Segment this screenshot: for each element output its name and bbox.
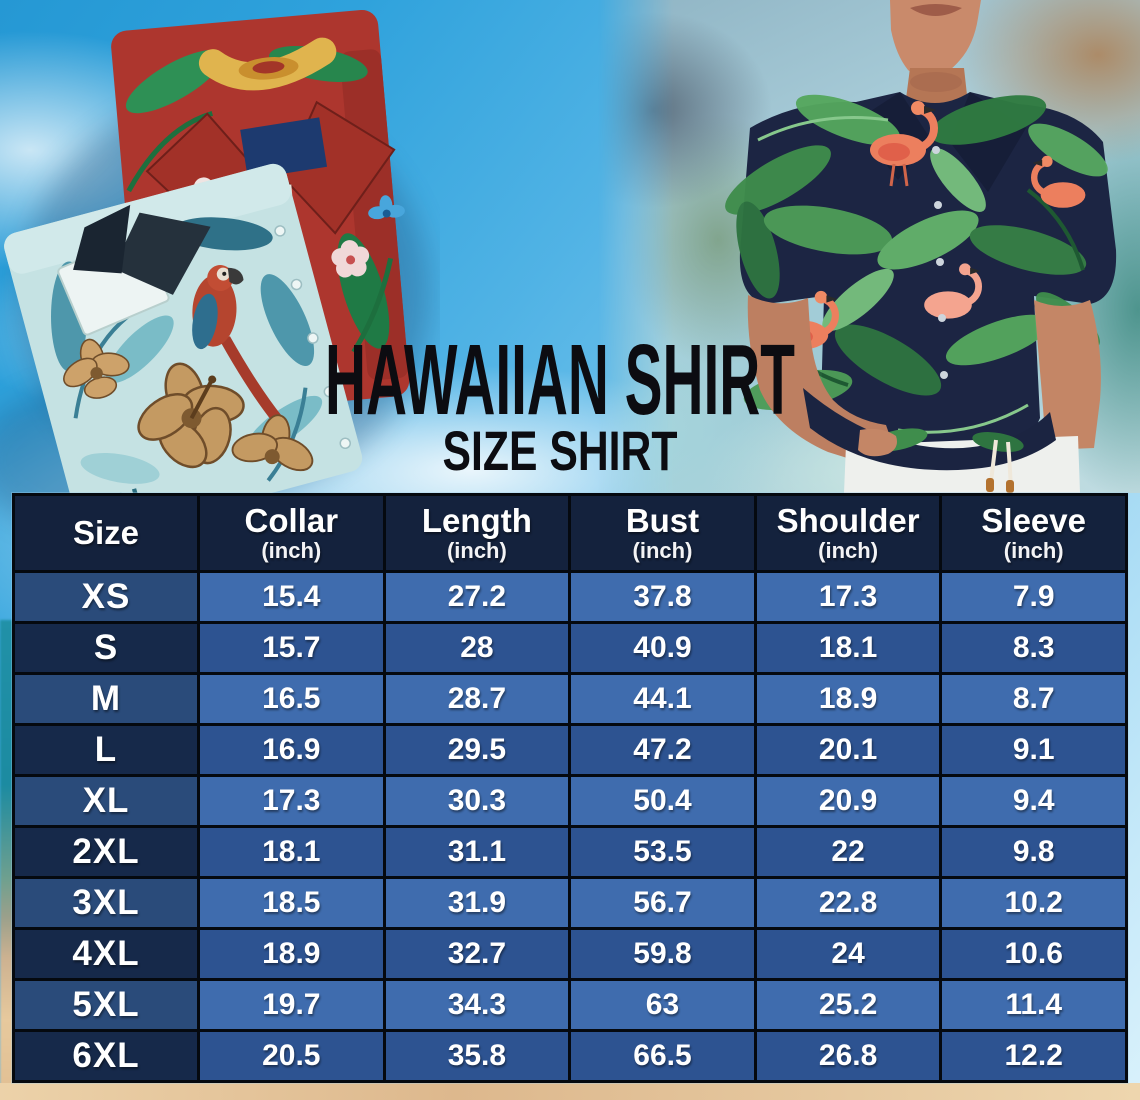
- value-cell: 9.1: [942, 726, 1125, 774]
- page-title: HAWAIIAN SHIRT: [325, 324, 795, 436]
- size-label-5xl: 5XL: [15, 981, 197, 1029]
- value-cell: 18.1: [200, 828, 383, 876]
- folded-shirts-illustration: M: [0, 9, 430, 541]
- value-cell: 34.3: [385, 981, 569, 1029]
- value-cell: 18.9: [756, 675, 940, 723]
- value-cell: 10.6: [942, 930, 1125, 978]
- value-cell: 24: [756, 930, 940, 978]
- column-header-size: Size: [15, 496, 197, 570]
- value-cell: 11.4: [942, 981, 1125, 1029]
- value-cell: 12.2: [942, 1032, 1125, 1080]
- plumeria-flower: [331, 240, 370, 278]
- size-label-xs: XS: [15, 573, 197, 621]
- tan-hibiscus: [63, 338, 130, 399]
- size-table: Size Collar (inch) Length (inch) Bust (inch) Sh…: [12, 493, 1128, 1083]
- value-cell: 31.1: [385, 828, 569, 876]
- value-cell: 10.2: [942, 879, 1125, 927]
- value-cell: 22: [756, 828, 940, 876]
- value-cell: 27.2: [385, 573, 569, 621]
- value-cell: 20.9: [756, 777, 940, 825]
- value-cell: 47.2: [571, 726, 754, 774]
- column-header-sleeve: Sleeve (inch): [942, 496, 1125, 570]
- value-cell: 18.1: [756, 624, 940, 672]
- blue-hibiscus: [368, 195, 405, 220]
- value-cell: 20.5: [200, 1032, 383, 1080]
- shirt-buttons: [932, 146, 948, 379]
- column-header-bust: Bust (inch): [571, 496, 754, 570]
- value-cell: 15.7: [200, 624, 383, 672]
- value-cell: 56.7: [571, 879, 754, 927]
- value-cell: 18.5: [200, 879, 383, 927]
- sand-background-strip: [0, 1083, 1140, 1100]
- value-cell: 9.4: [942, 777, 1125, 825]
- parrot-print: [192, 265, 283, 424]
- teal-shirt: EPL: [4, 163, 363, 541]
- value-cell: 28: [385, 624, 569, 672]
- value-cell: 8.3: [942, 624, 1125, 672]
- size-label-3xl: 3XL: [15, 879, 197, 927]
- value-cell: 25.2: [756, 981, 940, 1029]
- value-cell: 17.3: [756, 573, 940, 621]
- value-cell: 31.9: [385, 879, 569, 927]
- column-header-collar: Collar (inch): [200, 496, 383, 570]
- page-subtitle: SIZE SHIRT: [443, 419, 678, 482]
- value-cell: 19.7: [200, 981, 383, 1029]
- size-label-2xl: 2XL: [15, 828, 197, 876]
- value-cell: 8.7: [942, 675, 1125, 723]
- value-cell: 9.8: [942, 828, 1125, 876]
- title-block: HAWAIIAN SHIRT SIZE SHIRT: [290, 322, 830, 487]
- value-cell: 59.8: [571, 930, 754, 978]
- value-cell: 40.9: [571, 624, 754, 672]
- size-label-l: L: [15, 726, 197, 774]
- man-illustration: [725, 0, 1117, 493]
- value-cell: 22.8: [756, 879, 940, 927]
- value-cell: 32.7: [385, 930, 569, 978]
- man-photo: [598, 0, 1140, 493]
- beach-background-strip: [0, 620, 15, 1090]
- value-cell: 30.3: [385, 777, 569, 825]
- value-cell: 50.4: [571, 777, 754, 825]
- value-cell: 63: [571, 981, 754, 1029]
- value-cell: 44.1: [571, 675, 754, 723]
- value-cell: 20.1: [756, 726, 940, 774]
- value-cell: 26.8: [756, 1032, 940, 1080]
- column-header-length: Length (inch): [385, 496, 569, 570]
- tan-hibiscus: [137, 362, 245, 469]
- value-cell: 37.8: [571, 573, 754, 621]
- value-cell: 29.5: [385, 726, 569, 774]
- column-header-shoulder: Shoulder (inch): [756, 496, 940, 570]
- folded-shirts-photo: M: [0, 0, 440, 560]
- size-label-m: M: [15, 675, 197, 723]
- value-cell: 7.9: [942, 573, 1125, 621]
- size-label-xl: XL: [15, 777, 197, 825]
- value-cell: 66.5: [571, 1032, 754, 1080]
- tan-hibiscus: [231, 414, 314, 472]
- value-cell: 18.9: [200, 930, 383, 978]
- value-cell: 53.5: [571, 828, 754, 876]
- value-cell: 16.5: [200, 675, 383, 723]
- value-cell: 16.9: [200, 726, 383, 774]
- value-cell: 15.4: [200, 573, 383, 621]
- size-label-4xl: 4XL: [15, 930, 197, 978]
- value-cell: 35.8: [385, 1032, 569, 1080]
- value-cell: 28.7: [385, 675, 569, 723]
- size-label-s: S: [15, 624, 197, 672]
- value-cell: 17.3: [200, 777, 383, 825]
- size-label-6xl: 6XL: [15, 1032, 197, 1080]
